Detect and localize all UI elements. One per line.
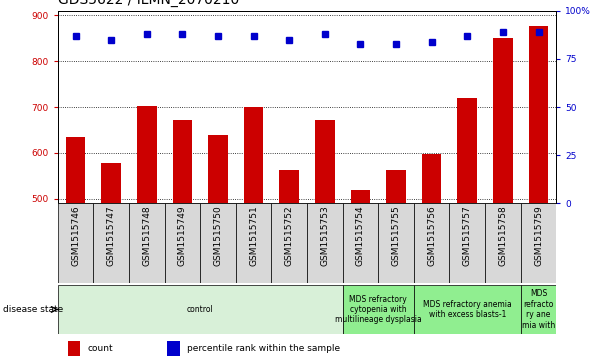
Bar [493,38,513,203]
Bar [58,285,343,334]
Bar [102,163,121,203]
Bar [485,203,520,283]
Text: GSM1515748: GSM1515748 [142,206,151,266]
Bar [271,203,307,283]
Text: GSM1515756: GSM1515756 [427,206,436,266]
Bar [208,135,228,203]
Text: GSM1515749: GSM1515749 [178,206,187,266]
Bar [167,341,180,356]
Bar [236,203,271,283]
Bar [386,170,406,203]
Bar [343,285,414,334]
Bar [66,137,85,203]
Bar [422,154,441,203]
Text: GSM1515753: GSM1515753 [320,206,330,266]
Bar [343,203,378,283]
Text: MDS refractory
cytopenia with
multilineage dysplasia: MDS refractory cytopenia with multilinea… [335,294,421,325]
Bar [129,203,165,283]
Bar [280,170,299,203]
Bar [67,341,80,356]
Text: GSM1515746: GSM1515746 [71,206,80,266]
Text: GSM1515747: GSM1515747 [106,206,116,266]
Text: GSM1515758: GSM1515758 [499,206,508,266]
Text: GSM1515750: GSM1515750 [213,206,223,266]
Text: GSM1515757: GSM1515757 [463,206,472,266]
Bar [520,203,556,283]
Bar [58,203,94,283]
Bar [529,25,548,203]
Bar [449,203,485,283]
Bar [173,120,192,203]
Bar [315,120,334,203]
Bar [520,285,556,334]
Text: disease state: disease state [3,305,63,314]
Bar [200,203,236,283]
Text: MDS refractory anemia
with excess blasts-1: MDS refractory anemia with excess blasts… [423,300,512,319]
Bar [165,203,200,283]
Text: GSM1515751: GSM1515751 [249,206,258,266]
Text: count: count [88,344,113,353]
Text: GSM1515759: GSM1515759 [534,206,543,266]
Text: GSM1515755: GSM1515755 [392,206,401,266]
Bar [244,107,263,203]
Text: control: control [187,305,213,314]
Text: GSM1515752: GSM1515752 [285,206,294,266]
Bar [378,203,414,283]
Bar [414,285,520,334]
Bar [414,203,449,283]
Text: GSM1515754: GSM1515754 [356,206,365,266]
Bar [351,190,370,203]
Text: GDS5622 / ILMN_2070210: GDS5622 / ILMN_2070210 [58,0,239,7]
Bar [94,203,129,283]
Bar [457,98,477,203]
Bar [137,106,157,203]
Text: MDS
refracto
ry ane
mia with: MDS refracto ry ane mia with [522,289,555,330]
Text: percentile rank within the sample: percentile rank within the sample [187,344,340,353]
Bar [307,203,343,283]
